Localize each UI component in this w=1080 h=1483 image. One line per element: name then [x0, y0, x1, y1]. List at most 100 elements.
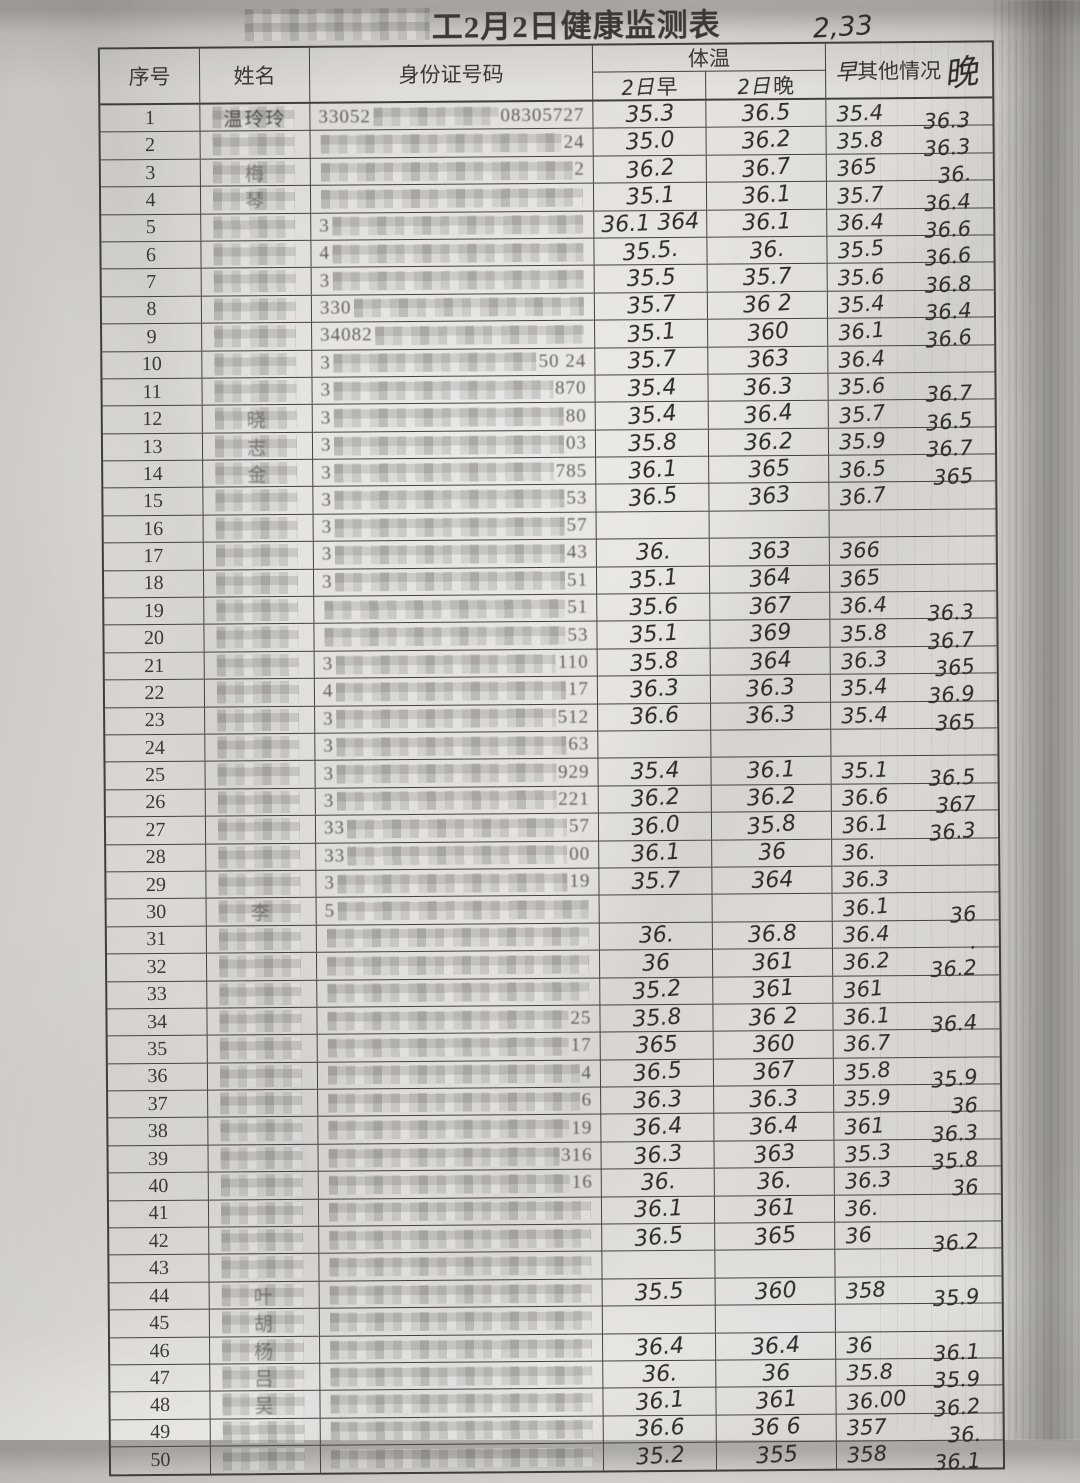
handwritten-temp-morning: 36.5 [626, 483, 678, 513]
cell-temp-morning: 36.1 [596, 457, 710, 485]
id-visible-prefix: 3 [320, 407, 332, 429]
name-redaction-wrap [206, 843, 315, 870]
cell-name [202, 350, 313, 378]
id-visible-prefix: 3 [323, 790, 335, 812]
cell-other: 365 36. [827, 153, 987, 188]
handwritten-other-morning: 35.1 [841, 757, 889, 784]
cell-id-number [319, 1306, 603, 1336]
id-redaction-mosaic [329, 1255, 592, 1277]
handwritten-temp-morning: 35.1 [624, 182, 676, 211]
id-visible-suffix: 19 [569, 870, 591, 892]
cell-id-number: 3 512 [315, 704, 599, 733]
handwritten-other-morning: 35.4 [835, 99, 884, 126]
id-visible-prefix: 3 [323, 735, 334, 757]
cell-other: 36. [835, 1194, 995, 1222]
header-evening-handwritten-date: 2日 [736, 73, 771, 100]
handwritten-temp-evening: 361 [752, 1195, 797, 1223]
handwritten-other-morning: 36 [844, 1222, 873, 1249]
id-visible-prefix: 3 [320, 379, 332, 401]
id-redaction-wrap: 3 57 [314, 515, 596, 539]
handwritten-temp-evening: 360 [745, 318, 790, 347]
name-visible-fragment: 胡 [253, 1314, 275, 1336]
id-visible-prefix: 5 [324, 900, 336, 922]
id-visible-prefix: 3 [321, 516, 333, 538]
cell-id-number: 3 43 [313, 539, 597, 569]
id-visible-suffix: 25 [570, 1007, 592, 1029]
name-redaction-wrap: 吴 [210, 1391, 319, 1419]
id-redaction-wrap [319, 1255, 601, 1277]
id-redaction-mosaic [337, 899, 589, 921]
cell-name [202, 377, 313, 405]
id-redaction-wrap: 3 929 [315, 761, 597, 785]
name-redaction-mosaic [215, 516, 298, 540]
handwritten-temp-evening: 361 [750, 975, 795, 1005]
handwritten-temp-morning: 35.4 [626, 374, 677, 402]
handwritten-temp-morning: 36.2 [624, 154, 676, 184]
id-visible-prefix: 3 [324, 872, 336, 894]
cell-serial-no: 23 [105, 707, 206, 735]
id-redaction-mosaic [328, 1118, 570, 1140]
name-redaction-mosaic [219, 1064, 303, 1088]
name-redaction-wrap [208, 1062, 317, 1089]
cell-name [206, 925, 317, 953]
id-visible-prefix: 4 [322, 681, 334, 703]
id-redaction-wrap: 33 00 [316, 843, 598, 867]
cell-name [207, 980, 318, 1008]
handwritten-other-morning: 36.2 [842, 948, 891, 976]
id-visible-prefix: 3 [321, 544, 333, 566]
cell-id-number: 2 [310, 156, 594, 186]
cell-other [835, 1249, 995, 1277]
cell-other: 35.1 36.5 [831, 756, 991, 790]
cell-name [207, 1062, 319, 1090]
handwritten-temp-morning: 36.3 [632, 1140, 684, 1170]
name-redaction-wrap [205, 734, 314, 761]
handwritten-temp-evening: 364 [747, 564, 792, 594]
handwritten-other-morning: 36.00 [845, 1385, 908, 1415]
cell-temp-evening: 36.7 [706, 154, 827, 183]
id-redaction-mosaic [326, 927, 589, 949]
cell-temp-morning: 35.5 [602, 1278, 716, 1306]
cell-name [203, 569, 315, 597]
cell-temp-morning: 35.8 [595, 429, 710, 458]
id-redaction-mosaic [324, 625, 566, 647]
cell-name [210, 1418, 321, 1446]
cell-temp-evening: 36.3 [710, 675, 832, 703]
handwritten-other-morning: 36.1 [842, 1003, 891, 1030]
cell-temp-evening: 363 [708, 346, 829, 374]
handwritten-temp-evening: 36.4 [742, 400, 794, 430]
cell-temp-morning: 36.1 364 [594, 209, 708, 238]
cell-id-number: 3 53 [313, 485, 597, 514]
handwritten-other-morning: 36.6 [841, 784, 890, 811]
cell-temp-evening: 364 [710, 647, 831, 675]
cell-serial-no: 20 [104, 625, 205, 653]
id-redaction-mosaic [330, 1420, 593, 1442]
handwritten-temp-evening: 36. [748, 236, 786, 265]
handwritten-temp-morning: 35.7 [630, 867, 681, 895]
handwritten-temp-evening: 361 [754, 1386, 799, 1416]
cell-id-number [320, 1416, 604, 1445]
id-redaction-wrap: 3 50 24 [312, 350, 594, 374]
cell-temp-evening: 36. [707, 236, 828, 265]
handwritten-temp-evening: 36 2 [747, 1003, 799, 1032]
cell-serial-no: 37 [108, 1090, 209, 1118]
id-redaction-mosaic [336, 762, 557, 784]
id-visible-suffix: 51 [567, 596, 589, 619]
cell-id-number: 17 [317, 1032, 601, 1062]
id-redaction-mosaic [327, 1036, 569, 1058]
cell-other: 366 [830, 537, 990, 565]
id-redaction-mosaic [334, 516, 565, 538]
cell-name [207, 1035, 318, 1063]
handwritten-other-morning: 36.4 [842, 921, 891, 948]
id-visible-prefix: 3 [322, 653, 334, 675]
id-redaction-wrap: 6 [318, 1090, 600, 1114]
name-redaction-wrap: 志 [203, 432, 312, 460]
cell-serial-no: 13 [102, 433, 204, 462]
handwritten-temp-morning: 35.7 [625, 292, 677, 320]
cell-name [209, 1226, 320, 1255]
cell-other: 35.4 36.9 [831, 674, 991, 708]
cell-other: 35.7 36.5 [829, 400, 989, 435]
cell-other: 36.2 36.2 [833, 948, 993, 982]
cell-id-number [320, 1388, 604, 1419]
cell-temp-evening: 36.3 [711, 702, 832, 730]
cell-other: 35.9 36.7 [829, 427, 989, 462]
